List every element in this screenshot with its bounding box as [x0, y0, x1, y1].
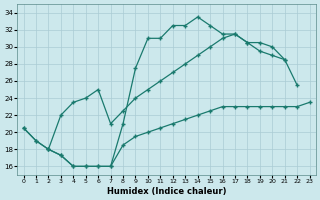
X-axis label: Humidex (Indice chaleur): Humidex (Indice chaleur)	[107, 187, 226, 196]
